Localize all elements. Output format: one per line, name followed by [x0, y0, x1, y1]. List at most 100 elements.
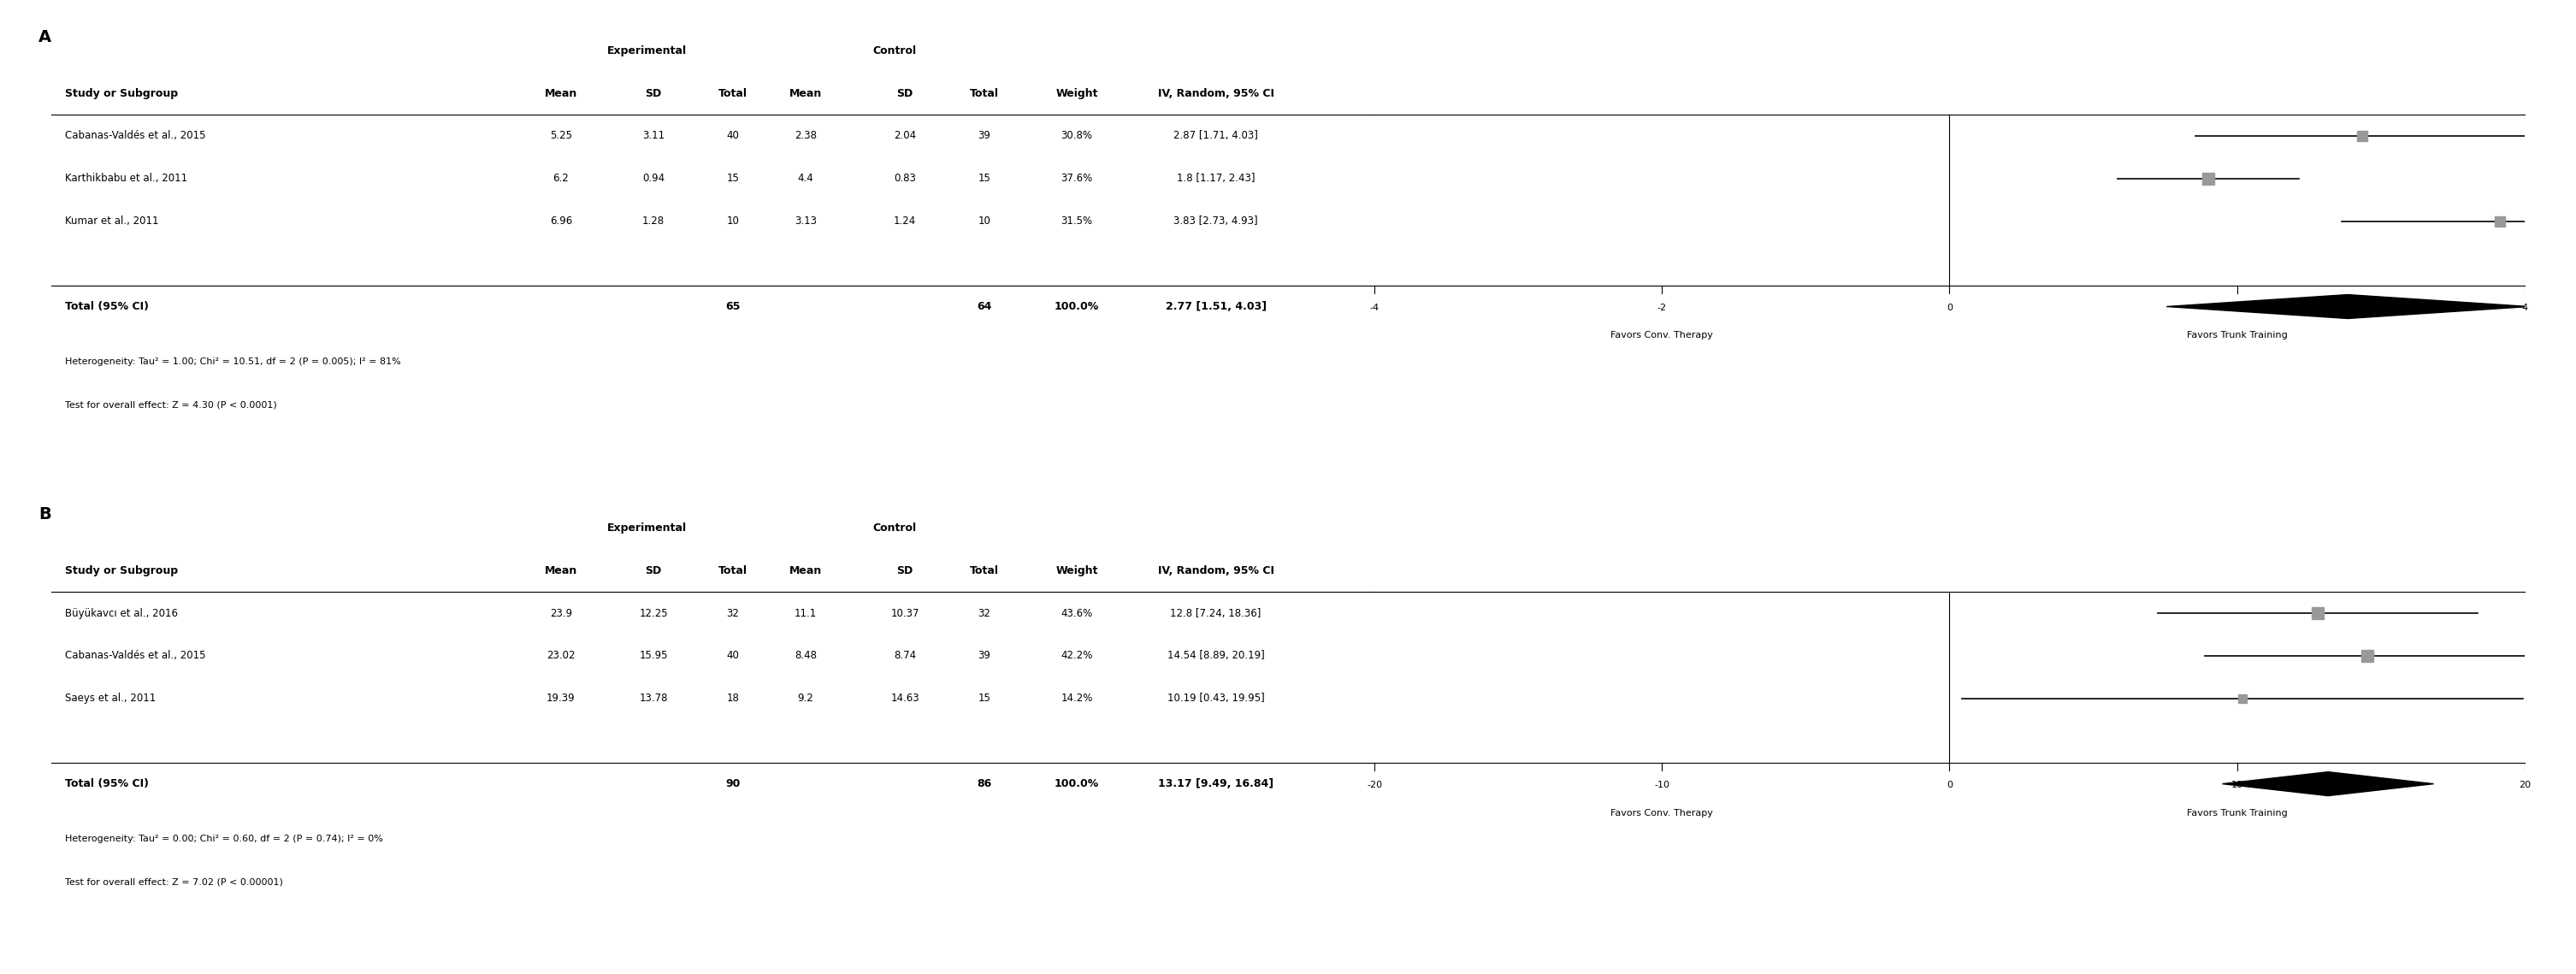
- Text: 37.6%: 37.6%: [1061, 173, 1092, 184]
- Text: 4.4: 4.4: [799, 173, 814, 184]
- Text: 15: 15: [979, 173, 992, 184]
- Text: 43.6%: 43.6%: [1061, 608, 1092, 618]
- Text: Weight: Weight: [1056, 565, 1097, 576]
- Text: 2.38: 2.38: [793, 131, 817, 141]
- Text: Favors Conv. Therapy: Favors Conv. Therapy: [1610, 331, 1713, 340]
- Text: 14.2%: 14.2%: [1061, 693, 1092, 704]
- Text: -2: -2: [1656, 304, 1667, 312]
- Text: Mean: Mean: [788, 88, 822, 98]
- Text: 13.78: 13.78: [639, 693, 667, 704]
- Text: 10: 10: [2231, 781, 2244, 789]
- Text: 13.17 [9.49, 16.84]: 13.17 [9.49, 16.84]: [1159, 778, 1273, 789]
- Text: 15: 15: [979, 693, 992, 704]
- Text: SD: SD: [644, 565, 662, 576]
- Text: SD: SD: [644, 88, 662, 98]
- Polygon shape: [2223, 771, 2434, 796]
- Text: 12.8 [7.24, 18.36]: 12.8 [7.24, 18.36]: [1170, 608, 1262, 618]
- Text: 42.2%: 42.2%: [1061, 651, 1092, 661]
- Text: Experimental: Experimental: [608, 522, 688, 534]
- Text: 18: 18: [726, 693, 739, 704]
- Text: Saeys et al., 2011: Saeys et al., 2011: [64, 693, 155, 704]
- Text: 0: 0: [1947, 304, 1953, 312]
- Text: Total: Total: [969, 88, 999, 98]
- Text: Weight: Weight: [1056, 88, 1097, 98]
- Text: 40: 40: [726, 651, 739, 661]
- Text: 86: 86: [976, 778, 992, 789]
- Text: 40: 40: [726, 131, 739, 141]
- Text: 23.02: 23.02: [546, 651, 574, 661]
- Text: 2.04: 2.04: [894, 131, 917, 141]
- Text: Karthikbabu et al., 2011: Karthikbabu et al., 2011: [64, 173, 188, 184]
- Text: 6.2: 6.2: [554, 173, 569, 184]
- Text: 1.24: 1.24: [894, 215, 917, 227]
- Text: 2.87 [1.71, 4.03]: 2.87 [1.71, 4.03]: [1175, 131, 1257, 141]
- Text: -10: -10: [1654, 781, 1669, 789]
- Text: 14.54 [8.89, 20.19]: 14.54 [8.89, 20.19]: [1167, 651, 1265, 661]
- Text: 100.0%: 100.0%: [1054, 778, 1100, 789]
- Text: Heterogeneity: Tau² = 1.00; Chi² = 10.51, df = 2 (P = 0.005); I² = 81%: Heterogeneity: Tau² = 1.00; Chi² = 10.51…: [64, 357, 402, 366]
- Text: 15: 15: [726, 173, 739, 184]
- Text: Control: Control: [873, 45, 917, 56]
- Text: 8.48: 8.48: [793, 651, 817, 661]
- Text: 0.94: 0.94: [641, 173, 665, 184]
- Text: 2: 2: [2233, 304, 2241, 312]
- Text: 11.1: 11.1: [793, 608, 817, 618]
- Text: Total (95% CI): Total (95% CI): [64, 778, 149, 789]
- Text: Mean: Mean: [544, 88, 577, 98]
- Text: 32: 32: [726, 608, 739, 618]
- Text: Mean: Mean: [544, 565, 577, 576]
- Text: Study or Subgroup: Study or Subgroup: [64, 88, 178, 98]
- Text: Favors Trunk Training: Favors Trunk Training: [2187, 331, 2287, 340]
- Text: 20: 20: [2519, 781, 2530, 789]
- Text: 1.8 [1.17, 2.43]: 1.8 [1.17, 2.43]: [1177, 173, 1255, 184]
- Text: 64: 64: [976, 301, 992, 312]
- Text: Cabanas-Valdés et al., 2015: Cabanas-Valdés et al., 2015: [64, 131, 206, 141]
- Text: SD: SD: [896, 565, 912, 576]
- Text: Total (95% CI): Total (95% CI): [64, 301, 149, 312]
- Text: 6.96: 6.96: [549, 215, 572, 227]
- Text: 65: 65: [726, 301, 739, 312]
- Text: 10.37: 10.37: [891, 608, 920, 618]
- Text: Test for overall effect: Z = 4.30 (P < 0.0001): Test for overall effect: Z = 4.30 (P < 0…: [64, 400, 276, 409]
- Text: Control: Control: [873, 522, 917, 534]
- Text: Test for overall effect: Z = 7.02 (P < 0.00001): Test for overall effect: Z = 7.02 (P < 0…: [64, 878, 283, 886]
- Text: -4: -4: [1370, 304, 1378, 312]
- Text: Heterogeneity: Tau² = 0.00; Chi² = 0.60, df = 2 (P = 0.74); I² = 0%: Heterogeneity: Tau² = 0.00; Chi² = 0.60,…: [64, 835, 384, 843]
- Text: -20: -20: [1368, 781, 1383, 789]
- Text: 12.25: 12.25: [639, 608, 667, 618]
- Text: 10.19 [0.43, 19.95]: 10.19 [0.43, 19.95]: [1167, 693, 1265, 704]
- Text: 8.74: 8.74: [894, 651, 917, 661]
- Text: 0: 0: [1947, 781, 1953, 789]
- Text: IV, Random, 95% CI: IV, Random, 95% CI: [1157, 88, 1275, 98]
- Text: 32: 32: [979, 608, 992, 618]
- Text: Total: Total: [719, 88, 747, 98]
- Text: A: A: [39, 29, 52, 46]
- Text: 90: 90: [726, 778, 739, 789]
- Text: 14.63: 14.63: [891, 693, 920, 704]
- Text: Mean: Mean: [788, 565, 822, 576]
- Text: Favors Trunk Training: Favors Trunk Training: [2187, 808, 2287, 817]
- Text: IV, Random, 95% CI: IV, Random, 95% CI: [1157, 565, 1275, 576]
- Text: 19.39: 19.39: [546, 693, 574, 704]
- Text: 39: 39: [979, 651, 992, 661]
- Text: 100.0%: 100.0%: [1054, 301, 1100, 312]
- Polygon shape: [2166, 294, 2530, 318]
- Text: 3.83 [2.73, 4.93]: 3.83 [2.73, 4.93]: [1175, 215, 1257, 227]
- Text: Cabanas-Valdés et al., 2015: Cabanas-Valdés et al., 2015: [64, 651, 206, 661]
- Text: Büyükavcı et al., 2016: Büyükavcı et al., 2016: [64, 608, 178, 618]
- Text: 5.25: 5.25: [549, 131, 572, 141]
- Text: 4: 4: [2522, 304, 2527, 312]
- Text: B: B: [39, 506, 52, 523]
- Text: Experimental: Experimental: [608, 45, 688, 56]
- Text: 10: 10: [726, 215, 739, 227]
- Text: 31.5%: 31.5%: [1061, 215, 1092, 227]
- Text: 2.77 [1.51, 4.03]: 2.77 [1.51, 4.03]: [1164, 301, 1267, 312]
- Text: SD: SD: [896, 88, 912, 98]
- Text: Total: Total: [719, 565, 747, 576]
- Text: 3.13: 3.13: [793, 215, 817, 227]
- Text: 10: 10: [979, 215, 992, 227]
- Text: Study or Subgroup: Study or Subgroup: [64, 565, 178, 576]
- Text: 3.11: 3.11: [641, 131, 665, 141]
- Text: Total: Total: [969, 565, 999, 576]
- Text: Kumar et al., 2011: Kumar et al., 2011: [64, 215, 157, 227]
